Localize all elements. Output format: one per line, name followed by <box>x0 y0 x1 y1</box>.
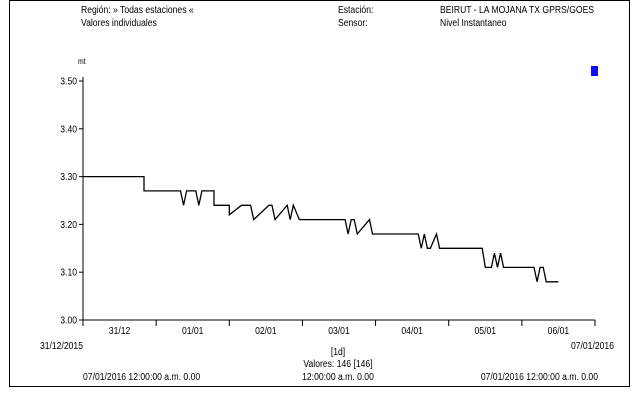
station-value: BEIRUT - LA MOJANA TX GPRS/GOES <box>440 5 595 16</box>
x-day-label: 06/01 <box>548 325 569 336</box>
station-caption: Estación: <box>338 5 374 16</box>
range-end-label: 07/01/2016 <box>570 341 614 352</box>
x-day-label: 02/01 <box>255 325 276 336</box>
range-start-label: 31/12/2015 <box>39 341 83 352</box>
region-label: Región: » Todas estaciones « <box>81 5 194 16</box>
x-day-label: 01/01 <box>182 325 203 336</box>
sensor-value: Nivel Instantaneo <box>440 18 507 29</box>
y-tick-label: 3.40 <box>60 124 77 135</box>
footer-right-label: 07/01/2016 12:00:00 a.m. 0.00 <box>480 372 598 383</box>
footer-left-label: 07/01/2016 12:00:00 a.m. 0.00 <box>83 372 201 383</box>
chart-frame <box>9 0 630 387</box>
y-tick-label: 3.20 <box>60 219 77 230</box>
y-tick-label: 3.10 <box>60 267 77 278</box>
x-day-label: 31/12 <box>109 325 130 336</box>
y-axis-unit-label: mt <box>78 57 86 66</box>
series-color-marker <box>591 66 598 76</box>
sensor-caption: Sensor: <box>338 18 368 29</box>
mode-label: Valores individuales <box>81 18 157 29</box>
x-day-label: 03/01 <box>328 325 349 336</box>
x-day-label: 05/01 <box>475 325 496 336</box>
series-line <box>83 175 559 283</box>
y-tick-label: 3.30 <box>60 172 77 183</box>
y-tick-label: 3.00 <box>60 315 77 326</box>
y-tick-label: 3.50 <box>60 76 77 87</box>
x-day-label: 04/01 <box>401 325 422 336</box>
interval-label: [1d] <box>330 347 346 358</box>
values-count-label: Valores: 146 [146] <box>303 359 373 370</box>
footer-center-label: 12:00:00 a.m. 0.00 <box>302 372 374 383</box>
